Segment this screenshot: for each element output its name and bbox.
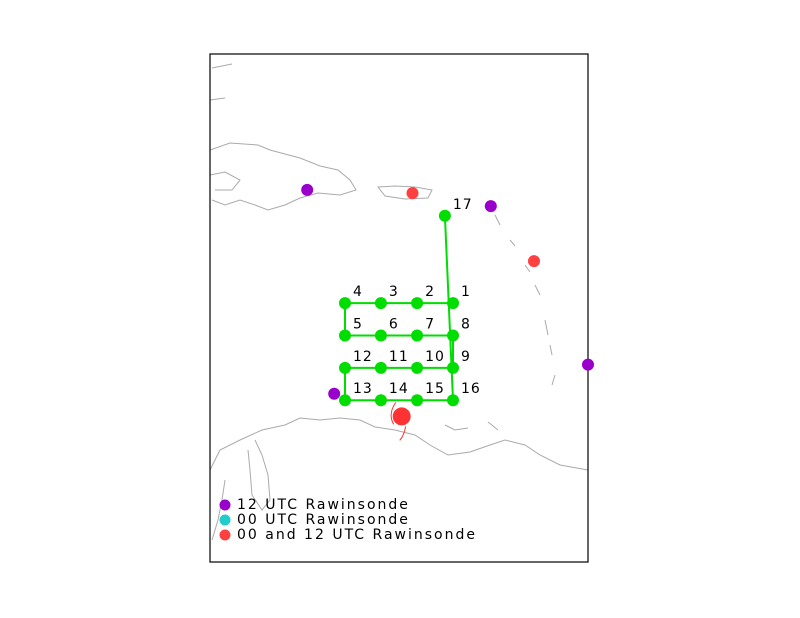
flight-track: [344, 215, 455, 402]
waypoint-label: 9: [461, 349, 471, 365]
rawinsonde-site: [406, 187, 419, 200]
legend-label: 00 UTC Rawinsonde: [237, 512, 410, 528]
waypoint-label: 6: [389, 317, 399, 333]
waypoint: [339, 394, 351, 407]
storm-position: [392, 407, 411, 426]
waypoint-label: 14: [389, 381, 409, 397]
waypoint-label: 4: [353, 284, 363, 300]
waypoint-label: 3: [389, 284, 399, 300]
rawinsonde-site: [582, 358, 594, 371]
waypoint-label: 11: [389, 349, 409, 365]
waypoint: [447, 361, 459, 374]
waypoint: [447, 297, 459, 310]
waypoint-label: 13: [353, 381, 373, 397]
waypoint: [374, 329, 387, 342]
waypoint-label: 17: [453, 197, 473, 213]
waypoint: [411, 361, 424, 374]
waypoint: [374, 394, 387, 407]
waypoint: [438, 209, 451, 222]
legend-label: 00 and 12 UTC Rawinsonde: [237, 527, 477, 543]
waypoint-label: 8: [461, 317, 471, 333]
rawinsonde-site: [484, 200, 497, 213]
legend-label: 12 UTC Rawinsonde: [237, 497, 410, 513]
waypoint-label: 5: [353, 317, 363, 333]
waypoint: [339, 297, 351, 310]
waypoint: [411, 297, 424, 310]
legend-marker: [219, 529, 231, 541]
waypoint-label: 2: [425, 284, 435, 300]
waypoint: [339, 329, 351, 342]
waypoint: [411, 329, 424, 342]
waypoint-label: 12: [353, 349, 373, 365]
waypoint: [339, 361, 351, 374]
coastlines: [210, 63, 588, 541]
waypoint: [374, 361, 387, 374]
waypoint: [447, 394, 459, 407]
waypoint-label: 7: [425, 317, 435, 333]
waypoint-label: 15: [425, 381, 445, 397]
rawinsonde-site: [301, 183, 314, 196]
legend-marker: [219, 514, 231, 526]
waypoint: [411, 394, 424, 407]
frame: [209, 53, 589, 563]
storm-symbol-arc: [390, 402, 407, 441]
waypoint-label: 10: [425, 349, 445, 365]
waypoint: [447, 329, 459, 342]
waypoint: [374, 297, 387, 310]
rawinsonde-site: [328, 387, 341, 400]
waypoint-label: 1: [461, 284, 471, 300]
legend-marker: [219, 499, 231, 511]
waypoint-label: 16: [461, 381, 481, 397]
rawinsonde-site: [528, 255, 540, 268]
